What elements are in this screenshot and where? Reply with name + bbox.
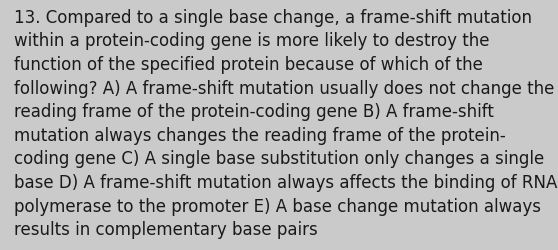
Text: within a protein-coding gene is more likely to destroy the: within a protein-coding gene is more lik…	[14, 32, 489, 50]
Text: base D) A frame-shift mutation always affects the binding of RNA: base D) A frame-shift mutation always af…	[14, 173, 557, 191]
Text: coding gene C) A single base substitution only changes a single: coding gene C) A single base substitutio…	[14, 150, 544, 168]
Text: reading frame of the protein-coding gene B) A frame-shift: reading frame of the protein-coding gene…	[14, 103, 494, 121]
Text: polymerase to the promoter E) A base change mutation always: polymerase to the promoter E) A base cha…	[14, 197, 541, 215]
Text: function of the specified protein because of which of the: function of the specified protein becaus…	[14, 56, 483, 74]
Text: mutation always changes the reading frame of the protein-: mutation always changes the reading fram…	[14, 126, 506, 144]
Text: results in complementary base pairs: results in complementary base pairs	[14, 220, 318, 238]
Text: following? A) A frame-shift mutation usually does not change the: following? A) A frame-shift mutation usu…	[14, 79, 554, 97]
Text: 13. Compared to a single base change, a frame-shift mutation: 13. Compared to a single base change, a …	[14, 9, 532, 27]
